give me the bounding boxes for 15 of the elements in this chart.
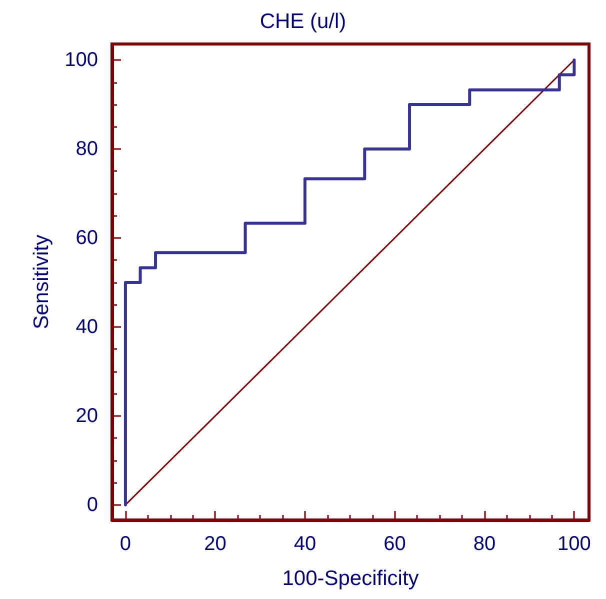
x-tick-label: 20 xyxy=(204,533,226,555)
y-tick-label: 100 xyxy=(64,49,98,72)
y-tick-label: 80 xyxy=(76,138,98,160)
y-tick-label: 0 xyxy=(86,494,98,516)
chart-title: CHE (u/l) xyxy=(260,10,346,33)
x-axis-title: 100-Specificity xyxy=(282,567,420,590)
y-tick-label: 20 xyxy=(76,404,98,427)
y-axis-title: Sensitivity xyxy=(30,234,53,330)
x-tick-label: 0 xyxy=(120,533,132,555)
y-tick-label: 60 xyxy=(76,226,98,249)
x-tick-label: 60 xyxy=(384,533,406,555)
x-tick-label: 100 xyxy=(558,533,591,555)
x-tick-label: 80 xyxy=(473,533,496,555)
x-tick-label: 40 xyxy=(294,533,316,555)
y-tick-label: 40 xyxy=(76,316,98,338)
